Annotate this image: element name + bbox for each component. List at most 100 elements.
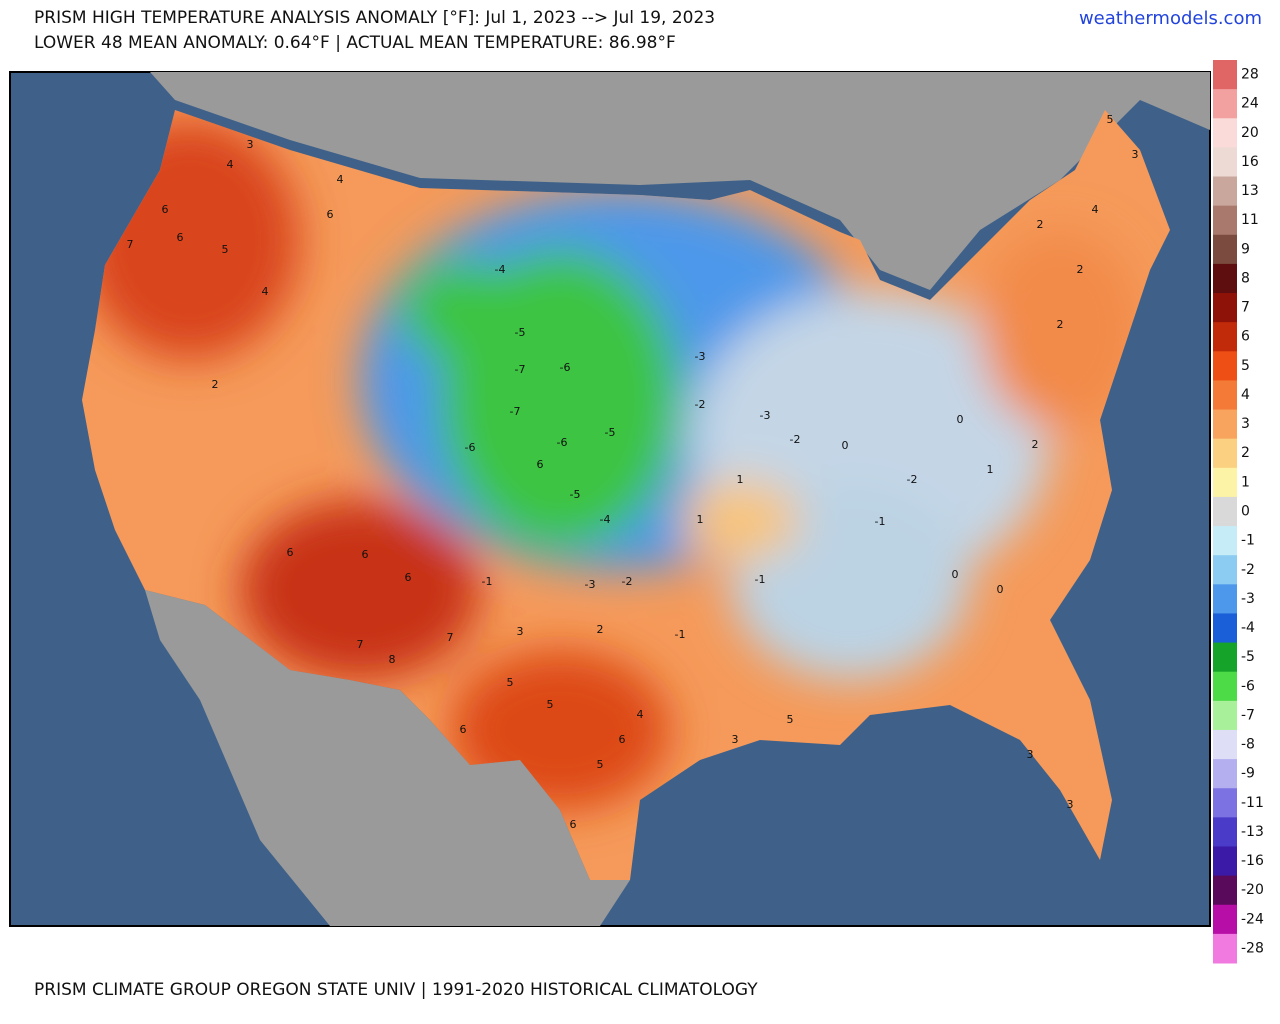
map-label: -1 xyxy=(482,575,493,588)
map-label: 7 xyxy=(127,238,134,251)
colorbar-cell xyxy=(1213,875,1237,906)
map-label: -1 xyxy=(755,573,766,586)
colorbar-cell xyxy=(1213,788,1237,818)
colorbar-label: 5 xyxy=(1241,358,1250,374)
colorbar-cell xyxy=(1213,584,1237,614)
colorbar-label: 0 xyxy=(1241,504,1250,520)
colorbar-cell xyxy=(1213,904,1237,935)
colorbar-cell xyxy=(1213,322,1237,352)
map-label: 4 xyxy=(637,708,644,721)
map-label: 2 xyxy=(1037,218,1044,231)
colorbar-cell xyxy=(1213,351,1237,381)
map-label: 4 xyxy=(1092,203,1099,216)
colorbar-label: -13 xyxy=(1241,824,1264,840)
map-label: 0 xyxy=(842,439,849,452)
map-label: 6 xyxy=(460,723,467,736)
colorbar-cell xyxy=(1213,846,1237,877)
colorbar-cell xyxy=(1213,729,1237,760)
colorbar-label: -2 xyxy=(1241,562,1255,578)
colorbar-label: 16 xyxy=(1241,154,1259,170)
colorbar-label: -9 xyxy=(1241,766,1255,782)
map-label: 6 xyxy=(619,733,626,746)
map-label: 6 xyxy=(177,231,184,244)
colorbar-label: -16 xyxy=(1241,853,1264,869)
map-label: 6 xyxy=(327,208,334,221)
map-label: 4 xyxy=(337,173,344,186)
colorbar-cell xyxy=(1213,205,1237,236)
map-label: 6 xyxy=(537,458,544,471)
map-label: 2 xyxy=(1032,438,1039,451)
colorbar-cell xyxy=(1213,496,1237,527)
map-label: 2 xyxy=(1077,263,1084,276)
colorbar-cell xyxy=(1213,234,1237,265)
colorbar-label: 4 xyxy=(1241,387,1250,403)
colorbar-label: 11 xyxy=(1241,212,1259,228)
map-label: -3 xyxy=(695,350,706,363)
colorbar-label: -6 xyxy=(1241,678,1255,694)
colorbar-label: 24 xyxy=(1241,96,1259,112)
colorbar-label: 7 xyxy=(1241,300,1250,316)
map-label: 5 xyxy=(1107,113,1114,126)
colorbar-cell xyxy=(1213,555,1237,585)
colorbar-label: 13 xyxy=(1241,183,1259,199)
map-label: 6 xyxy=(162,203,169,216)
map-label: 1 xyxy=(697,513,704,526)
colorbar-label: 9 xyxy=(1241,241,1250,257)
map-label: -2 xyxy=(907,473,918,486)
map-label: 3 xyxy=(1132,148,1139,161)
map-label: 3 xyxy=(247,138,254,151)
colorbar-label: -7 xyxy=(1241,707,1255,723)
canada xyxy=(10,72,1210,290)
colorbar-cell xyxy=(1213,700,1237,731)
colorbar-label: 1 xyxy=(1241,474,1250,490)
map-label: 0 xyxy=(952,568,959,581)
colorbar-cell xyxy=(1213,671,1237,702)
map-label: 6 xyxy=(405,571,412,584)
map-label: 3 xyxy=(517,625,524,638)
colorbar-label: -20 xyxy=(1241,882,1264,898)
colorbar-cell xyxy=(1213,933,1237,964)
map-label: 5 xyxy=(597,758,604,771)
map-label: 5 xyxy=(547,698,554,711)
colorbar-cell xyxy=(1213,613,1237,644)
map-label: -3 xyxy=(760,409,771,422)
colorbar-label: 6 xyxy=(1241,329,1250,345)
map-label: -6 xyxy=(560,361,571,374)
colorbar-label: -8 xyxy=(1241,737,1255,753)
colorbar-label: -24 xyxy=(1241,911,1264,927)
map-label: -7 xyxy=(515,363,526,376)
map-label: 4 xyxy=(227,158,234,171)
colorbar-label: -28 xyxy=(1241,940,1264,956)
colorbar-cell xyxy=(1213,526,1237,556)
colorbar-cell xyxy=(1213,293,1237,323)
colorbar-cell xyxy=(1213,380,1237,411)
map-label: -1 xyxy=(875,515,886,528)
map-label: 1 xyxy=(987,463,994,476)
colorbar-cell xyxy=(1213,817,1237,847)
colorbar-cell xyxy=(1213,60,1237,90)
colorbar-cell xyxy=(1213,147,1237,178)
colorbar-cell xyxy=(1213,118,1237,148)
map-label: 7 xyxy=(357,638,364,651)
colorbar-cell xyxy=(1213,467,1237,498)
map-label: 2 xyxy=(212,378,219,391)
map-label: 2 xyxy=(1057,318,1064,331)
colorbar-cell xyxy=(1213,409,1237,440)
map-label: -6 xyxy=(557,436,568,449)
map-label: -3 xyxy=(585,578,596,591)
map-label: 6 xyxy=(287,546,294,559)
colorbar-label: 28 xyxy=(1241,67,1259,83)
map-label: 0 xyxy=(997,583,1004,596)
footer: PRISM CLIMATE GROUP OREGON STATE UNIV | … xyxy=(34,980,758,1000)
map-label: -7 xyxy=(510,405,521,418)
mexico xyxy=(145,590,630,926)
colorbar-label: 20 xyxy=(1241,125,1259,141)
map-label: 1 xyxy=(737,473,744,486)
colorbar-label: 3 xyxy=(1241,416,1250,432)
map-label: -2 xyxy=(790,433,801,446)
map-label: -1 xyxy=(675,628,686,641)
colorbar-cell xyxy=(1213,263,1237,294)
